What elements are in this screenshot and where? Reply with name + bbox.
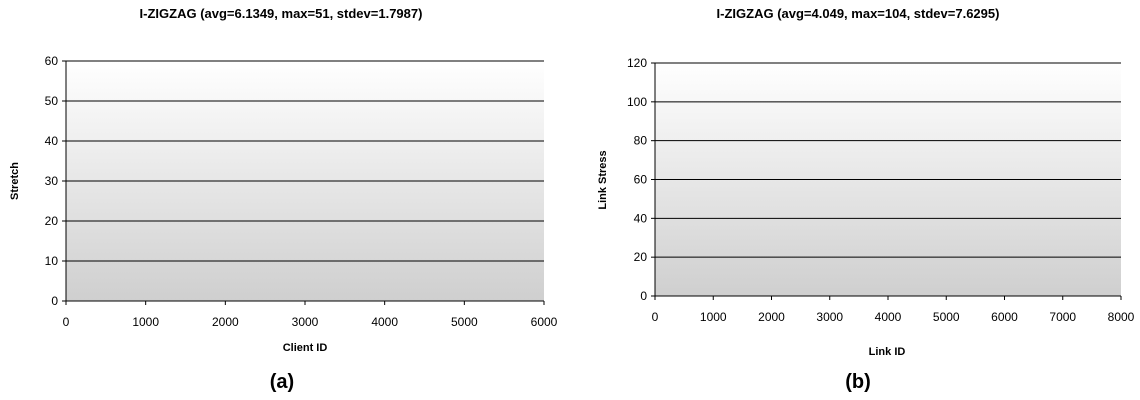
x-tick-label: 4000	[371, 315, 398, 329]
chart-b-y-axis-title: Link Stress	[597, 150, 609, 209]
x-tick-label: 3000	[816, 310, 843, 324]
chart-a-x-ticks: 0 1000 2000 3000 4000 5000 6000	[63, 301, 558, 329]
x-tick-label: 5000	[933, 310, 960, 324]
x-tick-label: 0	[652, 310, 659, 324]
x-tick-label: 6000	[991, 310, 1018, 324]
chart-b-points	[655, 0, 1098, 293]
y-tick-label: 120	[627, 56, 647, 70]
y-tick-label: 50	[45, 94, 59, 108]
y-tick-label: 0	[51, 294, 58, 308]
y-tick-label: 100	[627, 95, 647, 109]
x-tick-label: 2000	[758, 310, 785, 324]
y-tick-label: 0	[640, 289, 647, 303]
x-tick-label: 8000	[1108, 310, 1135, 324]
chart-a: I-ZIGZAG (avg=6.1349, max=51, stdev=1.79…	[9, 0, 558, 393]
y-tick-label: 40	[634, 211, 648, 225]
chart-b-gridlines	[655, 62, 1121, 258]
x-tick-label: 5000	[451, 315, 478, 329]
chart-b-y-ticks: 0 20 40 60 80 100 120	[627, 56, 655, 303]
chart-b: I-ZIGZAG (avg=4.049, max=104, stdev=7.62…	[597, 0, 1135, 393]
x-tick-label: 1000	[132, 315, 159, 329]
chart-b-x-axis-title: Link ID	[869, 346, 906, 358]
chart-a-points	[66, 0, 465, 292]
chart-b-panel-label: (b)	[845, 371, 871, 393]
x-tick-label: 6000	[531, 315, 558, 329]
y-tick-label: 40	[45, 134, 59, 148]
chart-b-x-ticks: 0 1000 2000 3000 4000 5000 6000 7000 8000	[652, 296, 1135, 324]
y-tick-label: 20	[45, 214, 59, 228]
x-tick-label: 2000	[212, 315, 239, 329]
x-tick-label: 4000	[875, 310, 902, 324]
x-tick-label: 3000	[292, 315, 319, 329]
chart-a-gridlines	[66, 60, 544, 262]
y-tick-label: 60	[634, 173, 648, 187]
y-tick-label: 80	[634, 134, 648, 148]
x-tick-label: 1000	[700, 310, 727, 324]
chart-b-title: I-ZIGZAG (avg=4.049, max=104, stdev=7.62…	[717, 6, 1000, 21]
y-tick-label: 10	[45, 254, 59, 268]
chart-a-title: I-ZIGZAG (avg=6.1349, max=51, stdev=1.79…	[140, 6, 423, 21]
chart-a-y-ticks: 0 10 20 30 40 50 60	[45, 54, 66, 308]
y-tick-label: 20	[634, 250, 648, 264]
chart-a-x-axis-title: Client ID	[283, 342, 328, 354]
x-tick-label: 7000	[1049, 310, 1076, 324]
x-tick-label: 0	[63, 315, 70, 329]
y-tick-label: 60	[45, 54, 59, 68]
y-tick-label: 30	[45, 174, 59, 188]
chart-a-y-axis-title: Stretch	[9, 162, 21, 200]
chart-a-panel-label: (a)	[270, 371, 294, 393]
